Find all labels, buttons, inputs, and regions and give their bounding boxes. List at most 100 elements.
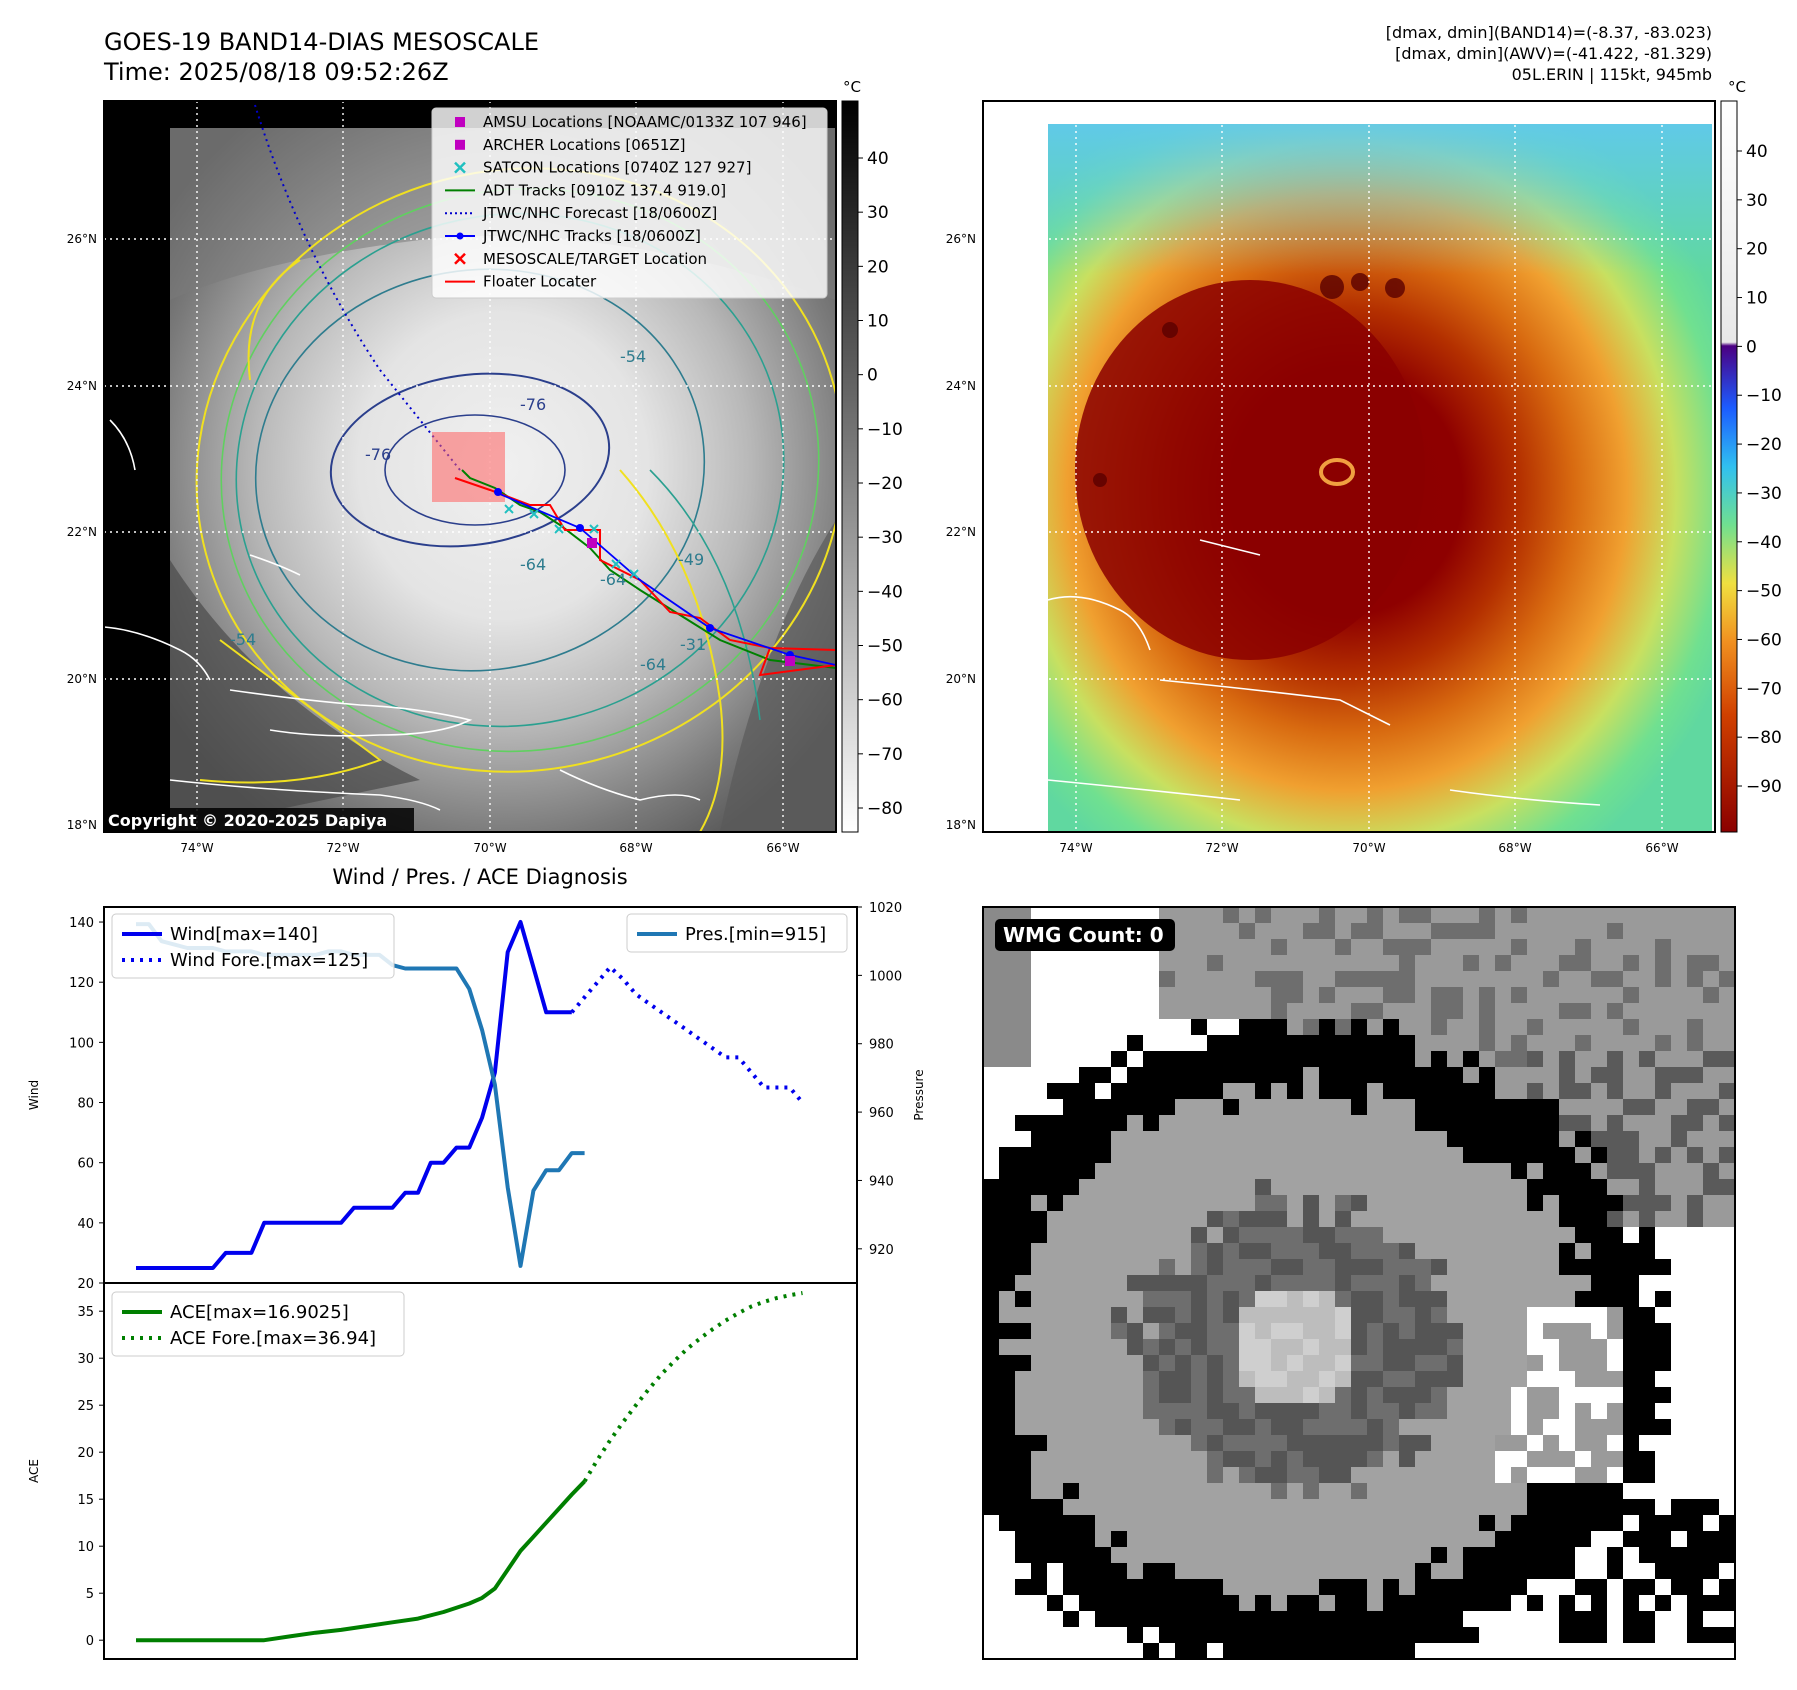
wmg-panel: WMG Count: 0	[982, 906, 1736, 1660]
colorbar-tick: −50	[1746, 582, 1782, 602]
ir-coastlines	[104, 419, 701, 811]
y-right-tick-label: 980	[869, 1038, 894, 1053]
legend-label: SATCON Locations [0740Z 127 927]	[483, 159, 751, 177]
svg-text:-54: -54	[620, 347, 646, 366]
wmg-count-label: WMG Count: 0	[1003, 923, 1164, 947]
figure-title: GOES-19 BAND14-DIAS MESOSCALE	[104, 28, 539, 56]
colorbar-tick: −30	[1746, 484, 1782, 504]
y-tick-label: 120	[69, 976, 94, 991]
legend-label: Pres.[min=915]	[685, 924, 826, 945]
lon-tick-label: 74°W	[1059, 841, 1092, 855]
y-right-axis-label: Pressure	[912, 1069, 926, 1120]
lat-tick-label: 20°N	[946, 672, 976, 686]
copyright-label: Copyright © 2020-2025 Dapiya	[108, 811, 387, 830]
colorbar-tick: 0	[1746, 337, 1757, 357]
y-tick-label: 35	[77, 1305, 94, 1320]
y-tick-label: 100	[69, 1036, 94, 1051]
series-line	[582, 1291, 803, 1483]
archer-marker	[587, 538, 597, 548]
legend-item: Floater Locater	[445, 273, 597, 291]
svg-text:-31: -31	[680, 635, 706, 654]
ir-colorbar	[841, 100, 859, 833]
awv-colorbar-unit: °C	[1728, 78, 1746, 96]
y-right-tick-label: 960	[869, 1106, 894, 1121]
y-right-tick-label: 1000	[869, 969, 902, 984]
lat-tick-label: 18°N	[946, 818, 976, 832]
colorbar-tick: 20	[1746, 240, 1768, 260]
colorbar-tick: −30	[867, 528, 903, 548]
y-tick-label: 40	[77, 1217, 94, 1232]
colorbar-tick: −70	[867, 745, 903, 765]
legend-label: ADT Tracks [0910Z 137.4 919.0]	[483, 181, 726, 199]
lon-tick-label: 70°W	[473, 841, 506, 855]
legend-item: JTWC/NHC Tracks [18/0600Z]	[445, 227, 701, 245]
lat-tick-label: 24°N	[946, 379, 976, 393]
lat-tick-label: 26°N	[67, 232, 97, 246]
dmax-awv: [dmax, dmin](AWV)=(-41.422, -81.329)	[1395, 44, 1712, 63]
ir-contours	[195, 167, 836, 832]
storm-info: 05L.ERIN | 115kt, 945mb	[1512, 65, 1712, 84]
jtwc-track	[494, 491, 836, 666]
lon-tick-label: 72°W	[326, 841, 359, 855]
ir-colorbar-unit: °C	[843, 78, 861, 96]
lon-tick-label: 72°W	[1205, 841, 1238, 855]
colorbar-tick: −40	[867, 582, 903, 602]
chart-legend: Pres.[min=915]	[626, 913, 848, 953]
legend-item: JTWC/NHC Forecast [18/0600Z]	[445, 204, 717, 222]
y-tick-label: 0	[86, 1634, 94, 1649]
lat-tick-label: 22°N	[67, 525, 97, 539]
colorbar-tick: −50	[867, 637, 903, 657]
floater-locater-track	[454, 477, 836, 677]
colorbar-tick: −20	[867, 474, 903, 494]
colorbar-tick: −90	[1746, 777, 1782, 797]
legend-label: AMSU Locations [NOAAMC/0133Z 107 946]	[483, 113, 807, 131]
y-tick-label: 80	[77, 1097, 94, 1112]
y-tick-label: 20	[77, 1277, 94, 1292]
legend-label: Floater Locater	[483, 273, 597, 291]
colorbar-tick: −10	[867, 420, 903, 440]
y-tick-label: 30	[77, 1352, 94, 1367]
awv-colorbar	[1720, 100, 1738, 833]
ir-legend: AMSU Locations [NOAAMC/0133Z 107 946] ARC…	[431, 107, 828, 299]
lon-tick-label: 68°W	[1498, 841, 1531, 855]
svg-text:-64: -64	[640, 655, 666, 674]
colorbar-tick: 20	[867, 257, 889, 277]
legend-label: Wind Fore.[max=125]	[170, 950, 368, 971]
legend-item: MESOSCALE/TARGET Location	[454, 250, 707, 268]
jtwc-forecast-track	[254, 104, 461, 471]
svg-text:-64: -64	[600, 570, 626, 589]
legend-label: ARCHER Locations [0651Z]	[483, 136, 686, 154]
legend-label: Wind[max=140]	[170, 924, 318, 945]
svg-text:-76: -76	[365, 445, 391, 464]
legend-item: ARCHER Locations [0651Z]	[455, 136, 686, 154]
svg-text:-76: -76	[520, 395, 546, 414]
series-line	[136, 1479, 587, 1643]
svg-text:-54: -54	[230, 630, 256, 649]
legend-label: JTWC/NHC Tracks [18/0600Z]	[482, 227, 701, 245]
awv-map-panel: °C 40 30 20 10 0 −10 −20 −30 −40 −50 −60 −70 −80 −90	[982, 78, 1782, 833]
legend-label: ACE[max=16.9025]	[170, 1302, 349, 1323]
colorbar-tick: −10	[1746, 386, 1782, 406]
lat-tick-label: 18°N	[67, 818, 97, 832]
ace-chart: 0 5 10 15 20 25 30 35 ACE ACE[max=16.9025] ACE For…	[27, 1282, 858, 1660]
colorbar-tick: −60	[867, 691, 903, 711]
y-axis-label: ACE	[27, 1459, 41, 1483]
y-tick-label: 5	[86, 1587, 94, 1602]
lon-tick-label: 66°W	[766, 841, 799, 855]
colorbar-tick: −70	[1746, 679, 1782, 699]
y-right-tick-label: 920	[869, 1243, 894, 1258]
colorbar-tick: 40	[1746, 142, 1768, 162]
colorbar-tick: 0	[867, 366, 878, 386]
y-tick-label: 140	[69, 916, 94, 931]
lat-tick-label: 26°N	[946, 232, 976, 246]
y-tick-label: 15	[77, 1493, 94, 1508]
y-tick-label: 25	[77, 1399, 94, 1414]
lat-tick-label: 22°N	[946, 525, 976, 539]
lon-tick-label: 68°W	[619, 841, 652, 855]
legend-label: JTWC/NHC Forecast [18/0600Z]	[482, 204, 717, 222]
svg-text:-49: -49	[678, 550, 704, 569]
lon-tick-label: 70°W	[1352, 841, 1385, 855]
legend-label: MESOSCALE/TARGET Location	[483, 250, 707, 268]
figure-time: Time: 2025/08/18 09:52:26Z	[103, 58, 449, 86]
